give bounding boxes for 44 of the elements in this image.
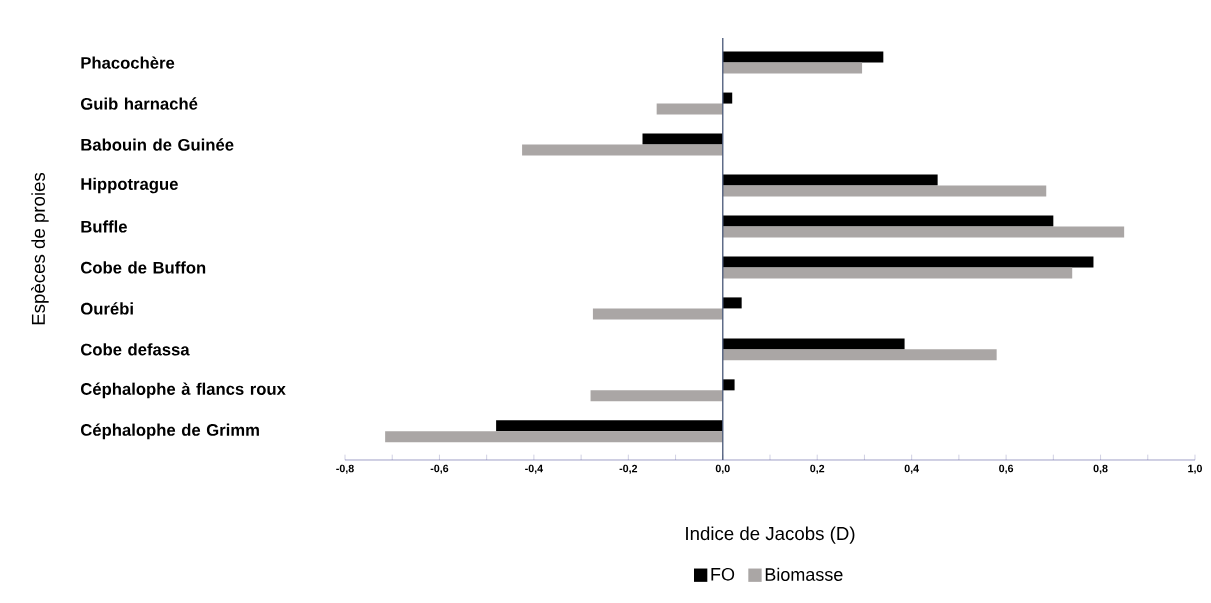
- bar: [722, 185, 1047, 197]
- bar: [722, 92, 733, 104]
- x-tick-label: 0,8: [1093, 464, 1108, 474]
- bar: [722, 51, 884, 63]
- x-tick-label: -0,4: [525, 464, 544, 474]
- x-tick-label: 0,2: [810, 464, 825, 474]
- bar: [385, 431, 723, 443]
- bar: [722, 338, 905, 350]
- bar: [722, 174, 938, 186]
- bar: [656, 103, 723, 115]
- x-tick-label: -0,6: [430, 464, 449, 474]
- legend-label: FO: [711, 567, 735, 581]
- x-tick-label: -0,8: [336, 464, 354, 474]
- legend-label: Biomasse: [765, 567, 843, 581]
- x-tick-label: 0,4: [904, 464, 920, 474]
- y-tick-label: Phacochère: [81, 56, 175, 69]
- y-tick-label: Céphalophe à flancs roux: [80, 382, 286, 399]
- bar: [642, 133, 723, 145]
- y-tick-label: Ourébi: [80, 302, 133, 315]
- bar: [722, 379, 735, 391]
- x-tick-label: 0,0: [715, 464, 730, 474]
- x-tick-label: 0,6: [999, 464, 1014, 474]
- y-tick-label: Cobe defassa: [80, 343, 190, 356]
- bar: [496, 420, 723, 432]
- y-tick-label: Cobe de Buffon: [80, 261, 206, 274]
- bar: [722, 267, 1073, 279]
- bar: [722, 226, 1125, 238]
- bar: [722, 349, 997, 361]
- y-tick-label: Hippotrague: [81, 177, 178, 194]
- bar: [722, 215, 1054, 227]
- y-tick-label: Céphalophe de Grimm: [80, 423, 259, 440]
- x-axis-title: Indice de Jacobs (D): [686, 526, 855, 544]
- bar: [522, 144, 723, 156]
- y-tick-label: Buffle: [81, 220, 127, 233]
- bar: [590, 390, 723, 402]
- y-tick-label: Babouin de Guinée: [81, 138, 234, 151]
- y-axis-title: Espèces de proies: [31, 172, 49, 325]
- x-tick-label: 1,0: [1188, 464, 1202, 474]
- y-tick-label: Guib harnaché: [80, 97, 198, 110]
- x-tick-label: -0,2: [619, 464, 638, 474]
- bar: [722, 256, 1094, 268]
- bar: [592, 308, 723, 320]
- bar: [722, 62, 863, 74]
- bar: [722, 297, 742, 309]
